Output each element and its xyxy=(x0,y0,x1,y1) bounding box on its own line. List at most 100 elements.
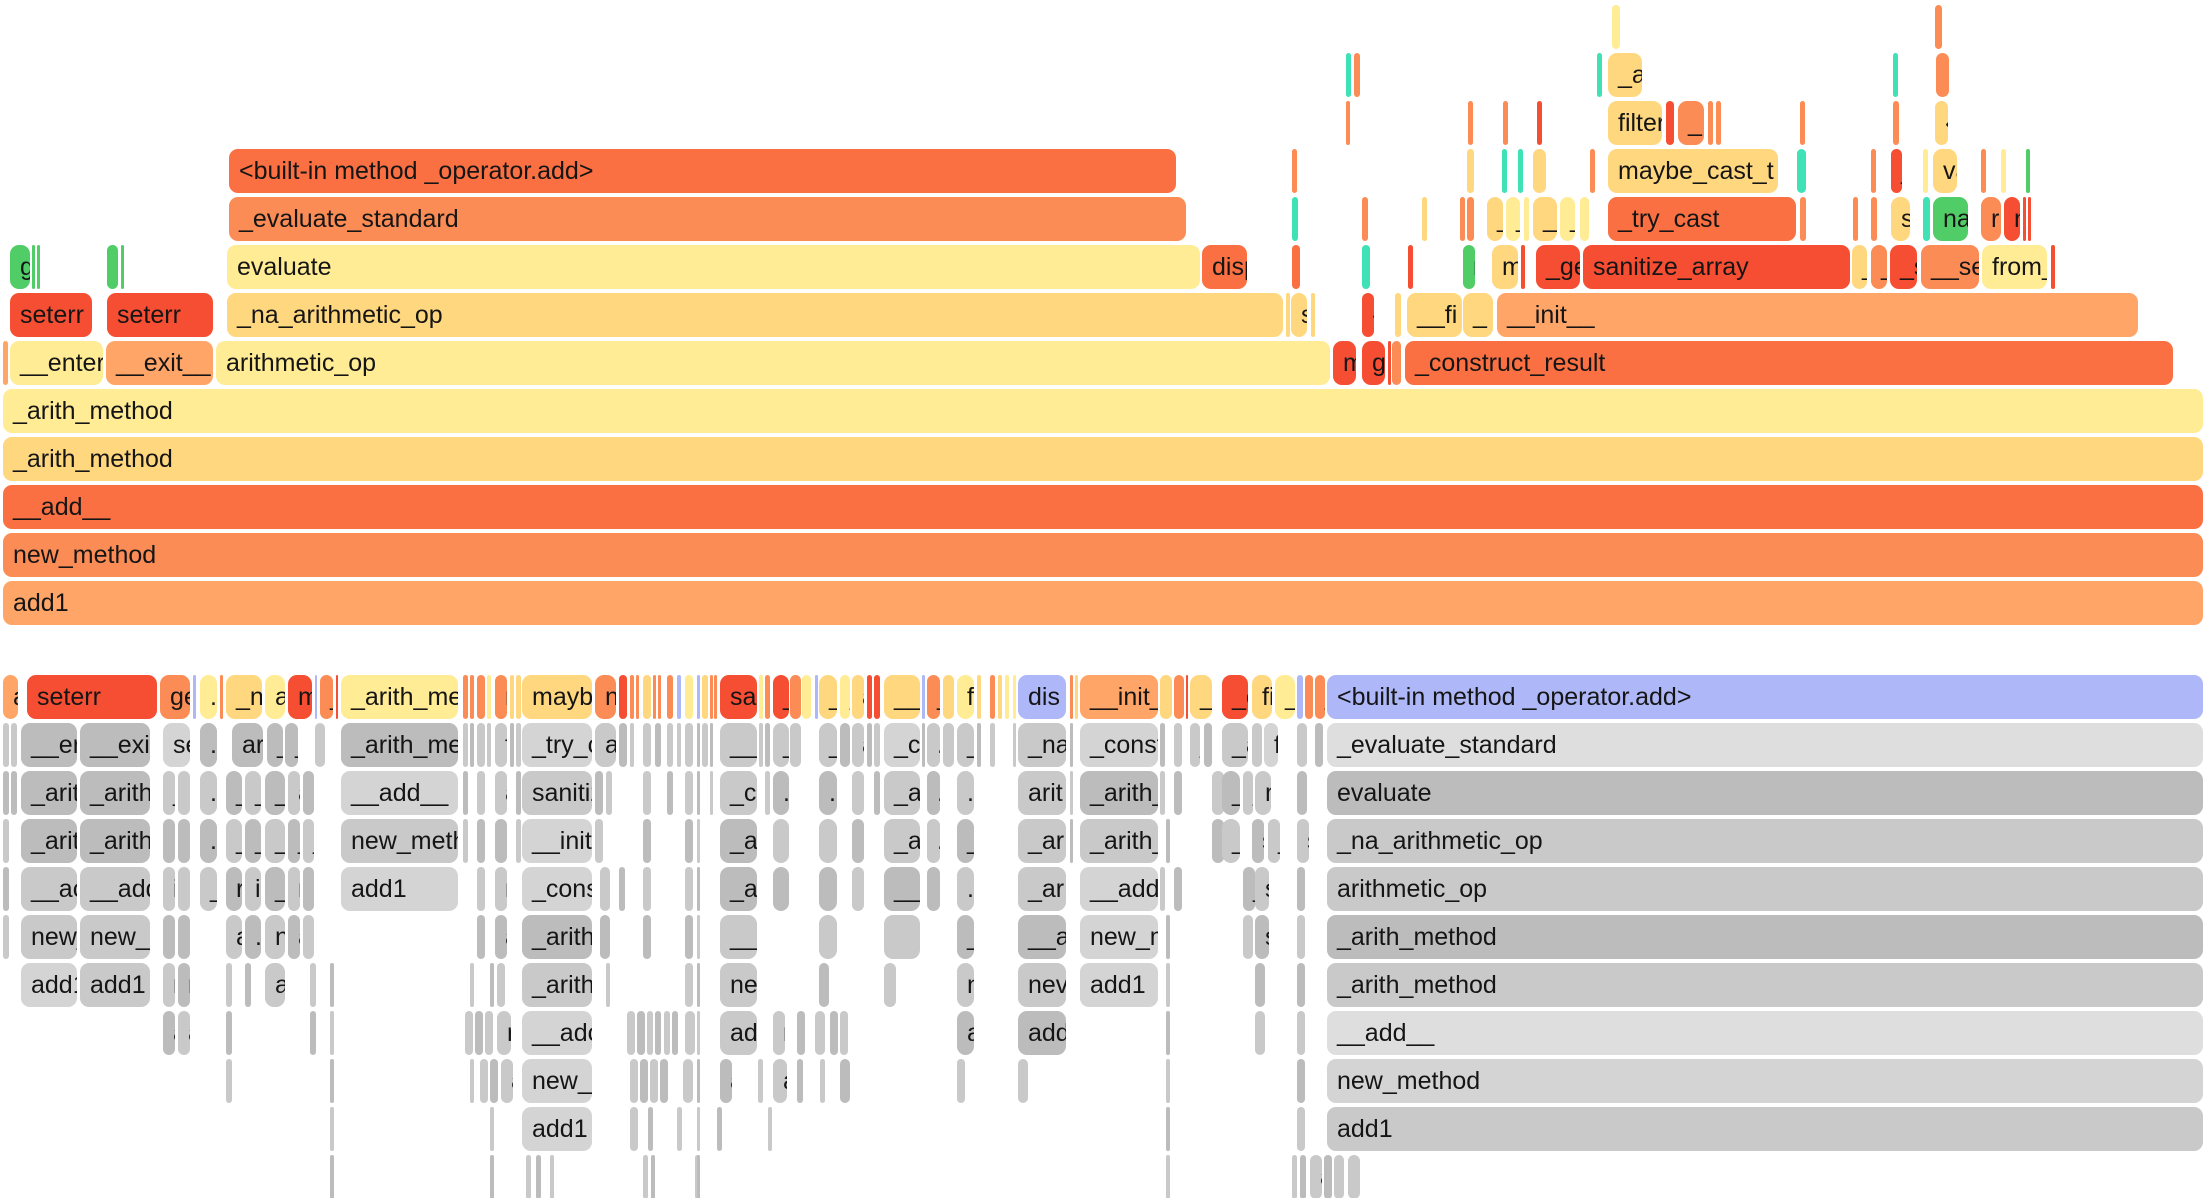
frame-a[interactable]: a xyxy=(226,915,242,959)
frame-a[interactable]: _a xyxy=(285,723,298,767)
frame-sliver[interactable] xyxy=(1408,245,1413,289)
frame-frame[interactable]: _ xyxy=(1871,245,1887,289)
frame-sliver[interactable] xyxy=(1297,915,1305,959)
frame-sliver[interactable] xyxy=(477,867,485,911)
frame-ne[interactable]: ne xyxy=(265,915,285,959)
frame-sliver[interactable] xyxy=(815,675,818,719)
frame-sliver[interactable] xyxy=(330,963,334,1007)
frame-sliver[interactable] xyxy=(697,963,700,1007)
frame-sliver[interactable] xyxy=(1075,675,1078,719)
frame-frame[interactable]: _ xyxy=(1275,675,1295,719)
frame-s[interactable]: s xyxy=(1891,197,1910,241)
frame-sliver[interactable] xyxy=(1166,1059,1170,1103)
frame-frame[interactable]: _ xyxy=(1487,197,1503,241)
frame-frame[interactable]: _ xyxy=(773,675,789,719)
frame-sliver[interactable] xyxy=(485,1011,493,1055)
frame-add1[interactable]: add1 xyxy=(21,963,77,1007)
frame-sliver[interactable] xyxy=(470,1059,474,1103)
frame-sliver[interactable] xyxy=(867,723,872,767)
frame-sanitiz[interactable]: sanitiz xyxy=(522,771,592,815)
frame-sliver[interactable] xyxy=(697,675,700,719)
frame-sliver[interactable] xyxy=(178,867,190,911)
frame-sliver[interactable] xyxy=(1346,101,1350,145)
frame-fi[interactable]: __fi xyxy=(1407,293,1462,337)
frame-s[interactable]: s xyxy=(1297,819,1309,863)
frame-sliver[interactable] xyxy=(536,1155,541,1198)
frame-sliver[interactable] xyxy=(867,675,872,719)
frame-built-in-method-operator-add[interactable]: <built-in method _operator.add> xyxy=(1327,675,2203,719)
frame-add[interactable]: __add_ xyxy=(1080,867,1158,911)
frame-sliver[interactable] xyxy=(1395,293,1401,337)
frame-sliver[interactable] xyxy=(490,1155,494,1198)
frame-sliver[interactable] xyxy=(714,675,717,719)
frame-new-m[interactable]: new_m xyxy=(1080,915,1158,959)
frame-sliver[interactable] xyxy=(600,867,610,911)
frame-a[interactable]: _a xyxy=(720,819,757,863)
frame-frame[interactable]: . xyxy=(957,867,974,911)
frame-sliver[interactable] xyxy=(3,723,9,767)
frame-frame[interactable]: _ xyxy=(685,819,693,863)
frame-sliver[interactable] xyxy=(651,1155,655,1198)
frame-frame[interactable]: . xyxy=(957,771,974,815)
frame-na[interactable]: na xyxy=(1933,197,1968,241)
frame-frame[interactable]: . xyxy=(1392,341,1401,385)
frame-frame[interactable]: _ xyxy=(927,675,940,719)
frame-m[interactable]: m xyxy=(1492,245,1518,289)
frame-frame[interactable]: . xyxy=(1305,675,1313,719)
frame-sliver[interactable] xyxy=(2023,197,2026,241)
frame-sliver[interactable] xyxy=(922,675,925,719)
frame-add[interactable]: __add__ xyxy=(341,771,458,815)
frame-sliver[interactable] xyxy=(819,963,829,1007)
frame-sliver[interactable] xyxy=(710,723,713,767)
frame-frame[interactable]: _ xyxy=(163,771,175,815)
frame-sliver[interactable] xyxy=(330,1059,334,1103)
frame-frame[interactable]: __ xyxy=(720,915,757,959)
frame-sliver[interactable] xyxy=(1580,197,1589,241)
frame-sliver[interactable] xyxy=(495,819,507,863)
frame-sliver[interactable] xyxy=(2026,149,2030,193)
frame-frame[interactable]: ‹ xyxy=(1362,293,1374,337)
frame-s[interactable]: s xyxy=(1291,293,1307,337)
frame-a[interactable]: a xyxy=(495,771,507,815)
frame-a[interactable]: a xyxy=(288,915,300,959)
frame-sliver[interactable] xyxy=(178,915,190,959)
frame-sliver[interactable] xyxy=(667,771,673,815)
frame-sliver[interactable] xyxy=(220,675,223,719)
frame-m[interactable]: m xyxy=(288,675,312,719)
frame-sliver[interactable] xyxy=(1388,341,1391,385)
frame-n[interactable]: n xyxy=(303,867,314,911)
frame-ar[interactable]: _ar xyxy=(884,819,920,863)
frame-r[interactable]: r xyxy=(495,675,507,719)
frame-ne[interactable]: ne xyxy=(720,963,757,1007)
frame-add1[interactable]: add1 xyxy=(341,867,458,911)
frame-frame[interactable]: _ xyxy=(265,819,285,863)
frame-sliver[interactable] xyxy=(3,819,9,863)
frame-sliver[interactable] xyxy=(697,1059,700,1103)
frame-frame[interactable]: _ xyxy=(1891,149,1902,193)
frame-sliver[interactable] xyxy=(465,1011,473,1055)
frame-sliver[interactable] xyxy=(3,915,9,959)
frame-n[interactable]: _n xyxy=(226,675,262,719)
frame-sliver[interactable] xyxy=(1871,197,1877,241)
frame-se[interactable]: se xyxy=(163,723,190,767)
frame-s[interactable]: s xyxy=(1255,867,1269,911)
frame-arithmetic-op[interactable]: arithmetic_op xyxy=(1327,867,2203,911)
frame-exit[interactable]: __exit__ xyxy=(106,341,213,385)
frame-sliver[interactable] xyxy=(1166,963,1170,1007)
frame-n[interactable]: n xyxy=(495,867,507,911)
frame-sliver[interactable] xyxy=(1460,197,1465,241)
frame-frame[interactable]: _ xyxy=(1315,675,1325,719)
frame-sliver[interactable] xyxy=(1935,5,1942,49)
frame-sliver[interactable] xyxy=(802,675,811,719)
frame-frame[interactable]: . xyxy=(790,723,801,767)
frame-sliver[interactable] xyxy=(765,771,770,815)
frame-i[interactable]: i xyxy=(315,723,325,767)
frame-n[interactable]: n xyxy=(288,867,300,911)
frame-arith-method[interactable]: _arith_method xyxy=(3,437,2203,481)
frame-frame[interactable]: . xyxy=(643,819,651,863)
frame-sliver[interactable] xyxy=(697,771,700,815)
frame-sliver[interactable] xyxy=(922,723,925,767)
frame-sliver[interactable] xyxy=(11,723,17,767)
frame-sliver[interactable] xyxy=(1297,675,1303,719)
frame-sliver[interactable] xyxy=(630,675,634,719)
